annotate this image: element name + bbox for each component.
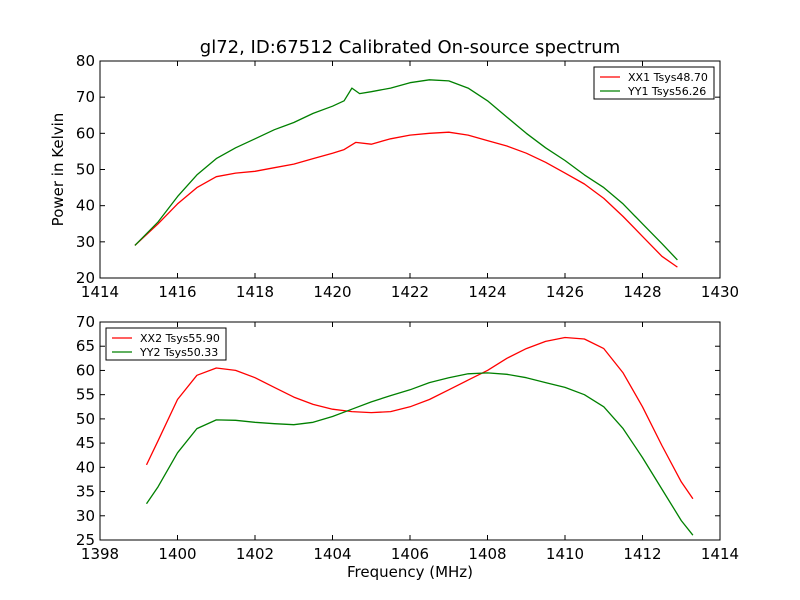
y-axis-label: Power in Kelvin [49,113,67,227]
y-tick-label: 70 [76,88,95,106]
x-axis-label: Frequency (MHz) [347,563,473,581]
x-tick-label: 1404 [313,545,351,563]
legend-label: XX1 Tsys48.70 [628,71,708,84]
y-tick-label: 20 [76,269,95,287]
x-tick-label: 1430 [701,283,739,301]
x-tick-label: 1400 [158,545,196,563]
y-tick-label: 60 [76,361,95,379]
series-line [145,336,694,500]
y-tick-label: 45 [76,434,95,452]
x-tick-label: 1428 [623,283,661,301]
x-tick-label: 1410 [546,545,584,563]
legend-box [105,327,227,361]
legend-label: YY1 Tsys56.26 [627,85,706,98]
y-tick-label: 30 [76,233,95,251]
y-tick-label: 65 [76,337,95,355]
y-tick-label: 35 [76,483,95,501]
y-tick-label: 40 [76,458,95,476]
x-tick-label: 1418 [236,283,274,301]
series-line [134,79,678,261]
y-tick-label: 40 [76,197,95,215]
top-panel: 1414 1416 1418 1420 1422 1424 1426 1428 1430 20 30… [49,52,739,301]
axes-frame [99,321,721,541]
legend-box [593,66,715,100]
y-tick-label: 50 [76,410,95,428]
x-tick-label: 1398 [81,545,119,563]
x-tick-label: 1402 [236,545,274,563]
x-tick-label: 1426 [546,283,584,301]
series-line [134,131,678,268]
axes-frame [99,60,721,279]
legend-label: YY2 Tsys50.33 [139,346,218,359]
x-tick-label: 1406 [391,545,429,563]
y-tick-label: 60 [76,124,95,142]
y-tick-label: 30 [76,507,95,525]
chart-title: gl72, ID:67512 Calibrated On-source spec… [200,37,620,58]
x-tick-label: 1416 [158,283,196,301]
bottom-panel: 1398 1400 1402 1404 1406 1408 1410 1412 1414 25 30… [76,313,739,581]
legend-label: XX2 Tsys55.90 [140,332,220,345]
y-tick-label: 55 [76,386,95,404]
x-tick-label: 1414 [81,283,119,301]
y-tick-label: 50 [76,161,95,179]
x-tick-label: 1414 [701,545,739,563]
y-tick-label: 80 [76,52,95,70]
y-tick-label: 25 [76,531,95,549]
x-tick-label: 1408 [468,545,506,563]
series-line [145,372,694,536]
x-tick-label: 1422 [391,283,429,301]
y-tick-label: 70 [76,313,95,331]
x-tick-label: 1420 [313,283,351,301]
x-tick-label: 1424 [468,283,506,301]
x-tick-label: 1412 [623,545,661,563]
